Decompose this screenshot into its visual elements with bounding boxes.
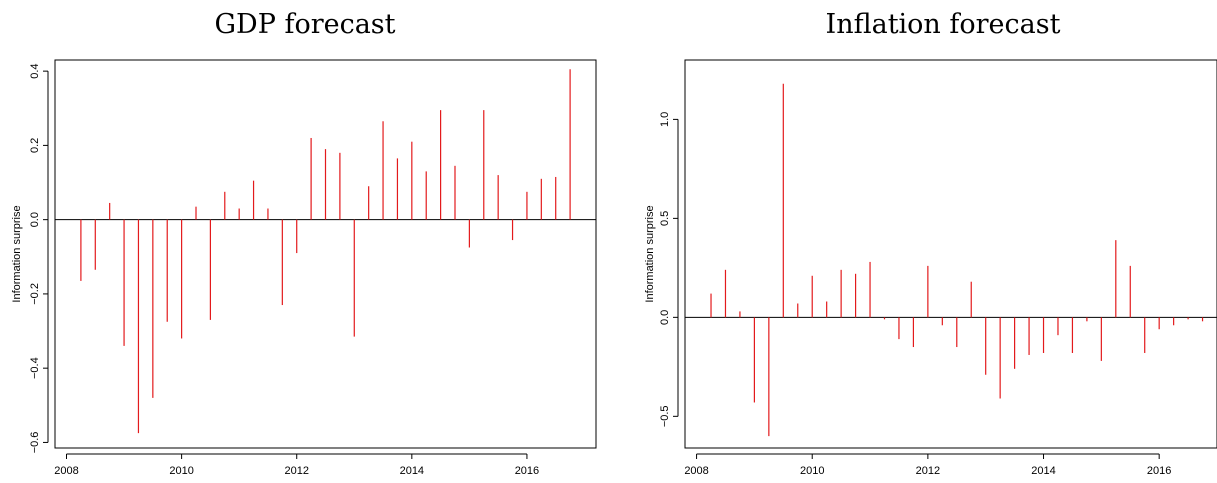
y-tick-label: −0.4: [29, 357, 41, 379]
y-tick-label: 1.0: [659, 112, 671, 127]
x-tick-label: 2012: [916, 465, 940, 477]
x-tick-label: 2012: [284, 465, 308, 477]
x-tick-label: 2010: [800, 465, 824, 477]
y-tick-label: 0.5: [659, 211, 671, 226]
x-tick-label: 2014: [400, 465, 424, 477]
y-axis-label: Information surprise: [11, 205, 23, 302]
y-tick-label: 0.4: [29, 63, 41, 78]
chart-title: GDP forecast: [214, 9, 395, 40]
plot-frame: [684, 59, 1217, 449]
y-tick-label: −0.6: [29, 432, 41, 454]
x-tick-label: 2010: [169, 465, 193, 477]
x-tick-label: 2014: [1031, 465, 1055, 477]
chart-title: Inflation forecast: [826, 9, 1061, 40]
y-tick-label: 0.0: [659, 310, 671, 325]
x-tick-label: 2016: [1147, 465, 1171, 477]
x-tick-label: 2008: [54, 465, 78, 477]
y-tick-label: 0.2: [29, 138, 41, 153]
y-axis-label: Information surprise: [644, 205, 656, 302]
x-tick-label: 2008: [684, 465, 708, 477]
plot-frame: [54, 59, 597, 449]
x-tick-label: 2016: [515, 465, 539, 477]
y-tick-label: 0.0: [29, 212, 41, 227]
chart-panel-1: GDP forecast −0.6 −0.4 −0.2 0.0 0.2 0.4 Informa…: [11, 9, 597, 477]
y-tick-label: −0.5: [659, 405, 671, 427]
chart-panel-2: Inflation forecast −0.5 0.0 0.5 1.0 Informati…: [644, 9, 1217, 477]
y-tick-label: −0.2: [29, 283, 41, 305]
